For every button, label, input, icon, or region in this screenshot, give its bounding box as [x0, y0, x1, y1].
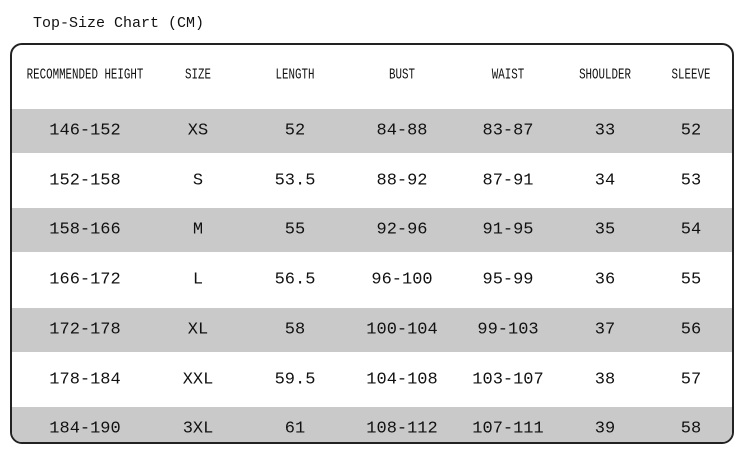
table-cell: 100-104 — [366, 320, 438, 340]
table-cell: 152-158 — [49, 171, 121, 191]
table-cell: 54 — [680, 220, 702, 240]
table-cell: 33 — [594, 121, 616, 141]
table-cell: 57 — [680, 370, 702, 389]
table-cell: 56 — [680, 320, 702, 340]
table-cell: M — [192, 220, 204, 240]
header-cell: LENGTH — [275, 66, 315, 84]
header-cell: SIZE — [185, 66, 211, 84]
table-cell: 146-152 — [49, 121, 121, 141]
table-cell: 178-184 — [49, 370, 121, 389]
table-cell: 58 — [680, 419, 702, 439]
header-cell: WAIST — [491, 66, 525, 84]
table-cell: 107-111 — [472, 419, 544, 439]
table-cell: 83-87 — [482, 121, 534, 141]
table-cell: 99-103 — [477, 320, 539, 340]
row-band — [12, 307, 732, 352]
table-cell: 158-166 — [49, 220, 121, 240]
table-cell: S — [192, 171, 204, 191]
row-band — [12, 407, 732, 442]
table-cell: 53.5 — [274, 171, 316, 191]
table-cell: 61 — [284, 419, 306, 439]
table-cell: 184-190 — [49, 419, 121, 439]
table-cell: 38 — [594, 370, 616, 389]
header-cell: SLEEVE — [671, 66, 711, 84]
table-cell: 56.5 — [274, 270, 316, 290]
table-cell: 166-172 — [49, 270, 121, 290]
table-cell: XS — [187, 121, 209, 141]
table-cell: 55 — [284, 220, 306, 240]
table-cell: 34 — [594, 171, 616, 191]
table-cell: 91-95 — [482, 220, 534, 240]
chart-title: Top-Size Chart (CM) — [33, 15, 205, 32]
table-cell: 88-92 — [376, 171, 428, 191]
table-cell: 172-178 — [49, 320, 121, 340]
table-cell: L — [192, 270, 204, 290]
table-cell: 84-88 — [376, 121, 428, 141]
table-cell: 96-100 — [371, 270, 433, 290]
table-cell: 103-107 — [472, 370, 544, 389]
table-cell: 108-112 — [366, 419, 438, 439]
table-cell: 55 — [680, 270, 702, 290]
row-band — [12, 109, 732, 153]
table-cell: 58 — [284, 320, 306, 340]
table-cell: 37 — [594, 320, 616, 340]
size-table: RECOMMENDED HEIGHT SIZE LENGTH BUST WAIST SHO… — [10, 43, 734, 444]
header-cell: BUST — [389, 66, 415, 84]
table-cell: 3XL — [182, 419, 214, 439]
table-cell: 39 — [594, 419, 616, 439]
table-cell: 53 — [680, 171, 702, 191]
header-cell: SHOULDER — [579, 66, 631, 84]
table-cell: 52 — [680, 121, 702, 141]
row-band — [12, 208, 732, 253]
table-cell: 36 — [594, 270, 616, 290]
table-cell: 87-91 — [482, 171, 534, 191]
table-cell: 52 — [284, 121, 306, 141]
table-cell: XXL — [182, 370, 214, 389]
table-cell: 35 — [594, 220, 616, 240]
table-cell: 95-99 — [482, 270, 534, 290]
table-cell: XL — [187, 320, 209, 340]
table-cell: 92-96 — [376, 220, 428, 240]
table-cell: 59.5 — [274, 370, 316, 389]
table-cell: 104-108 — [366, 370, 438, 389]
header-cell: RECOMMENDED HEIGHT — [26, 66, 144, 84]
